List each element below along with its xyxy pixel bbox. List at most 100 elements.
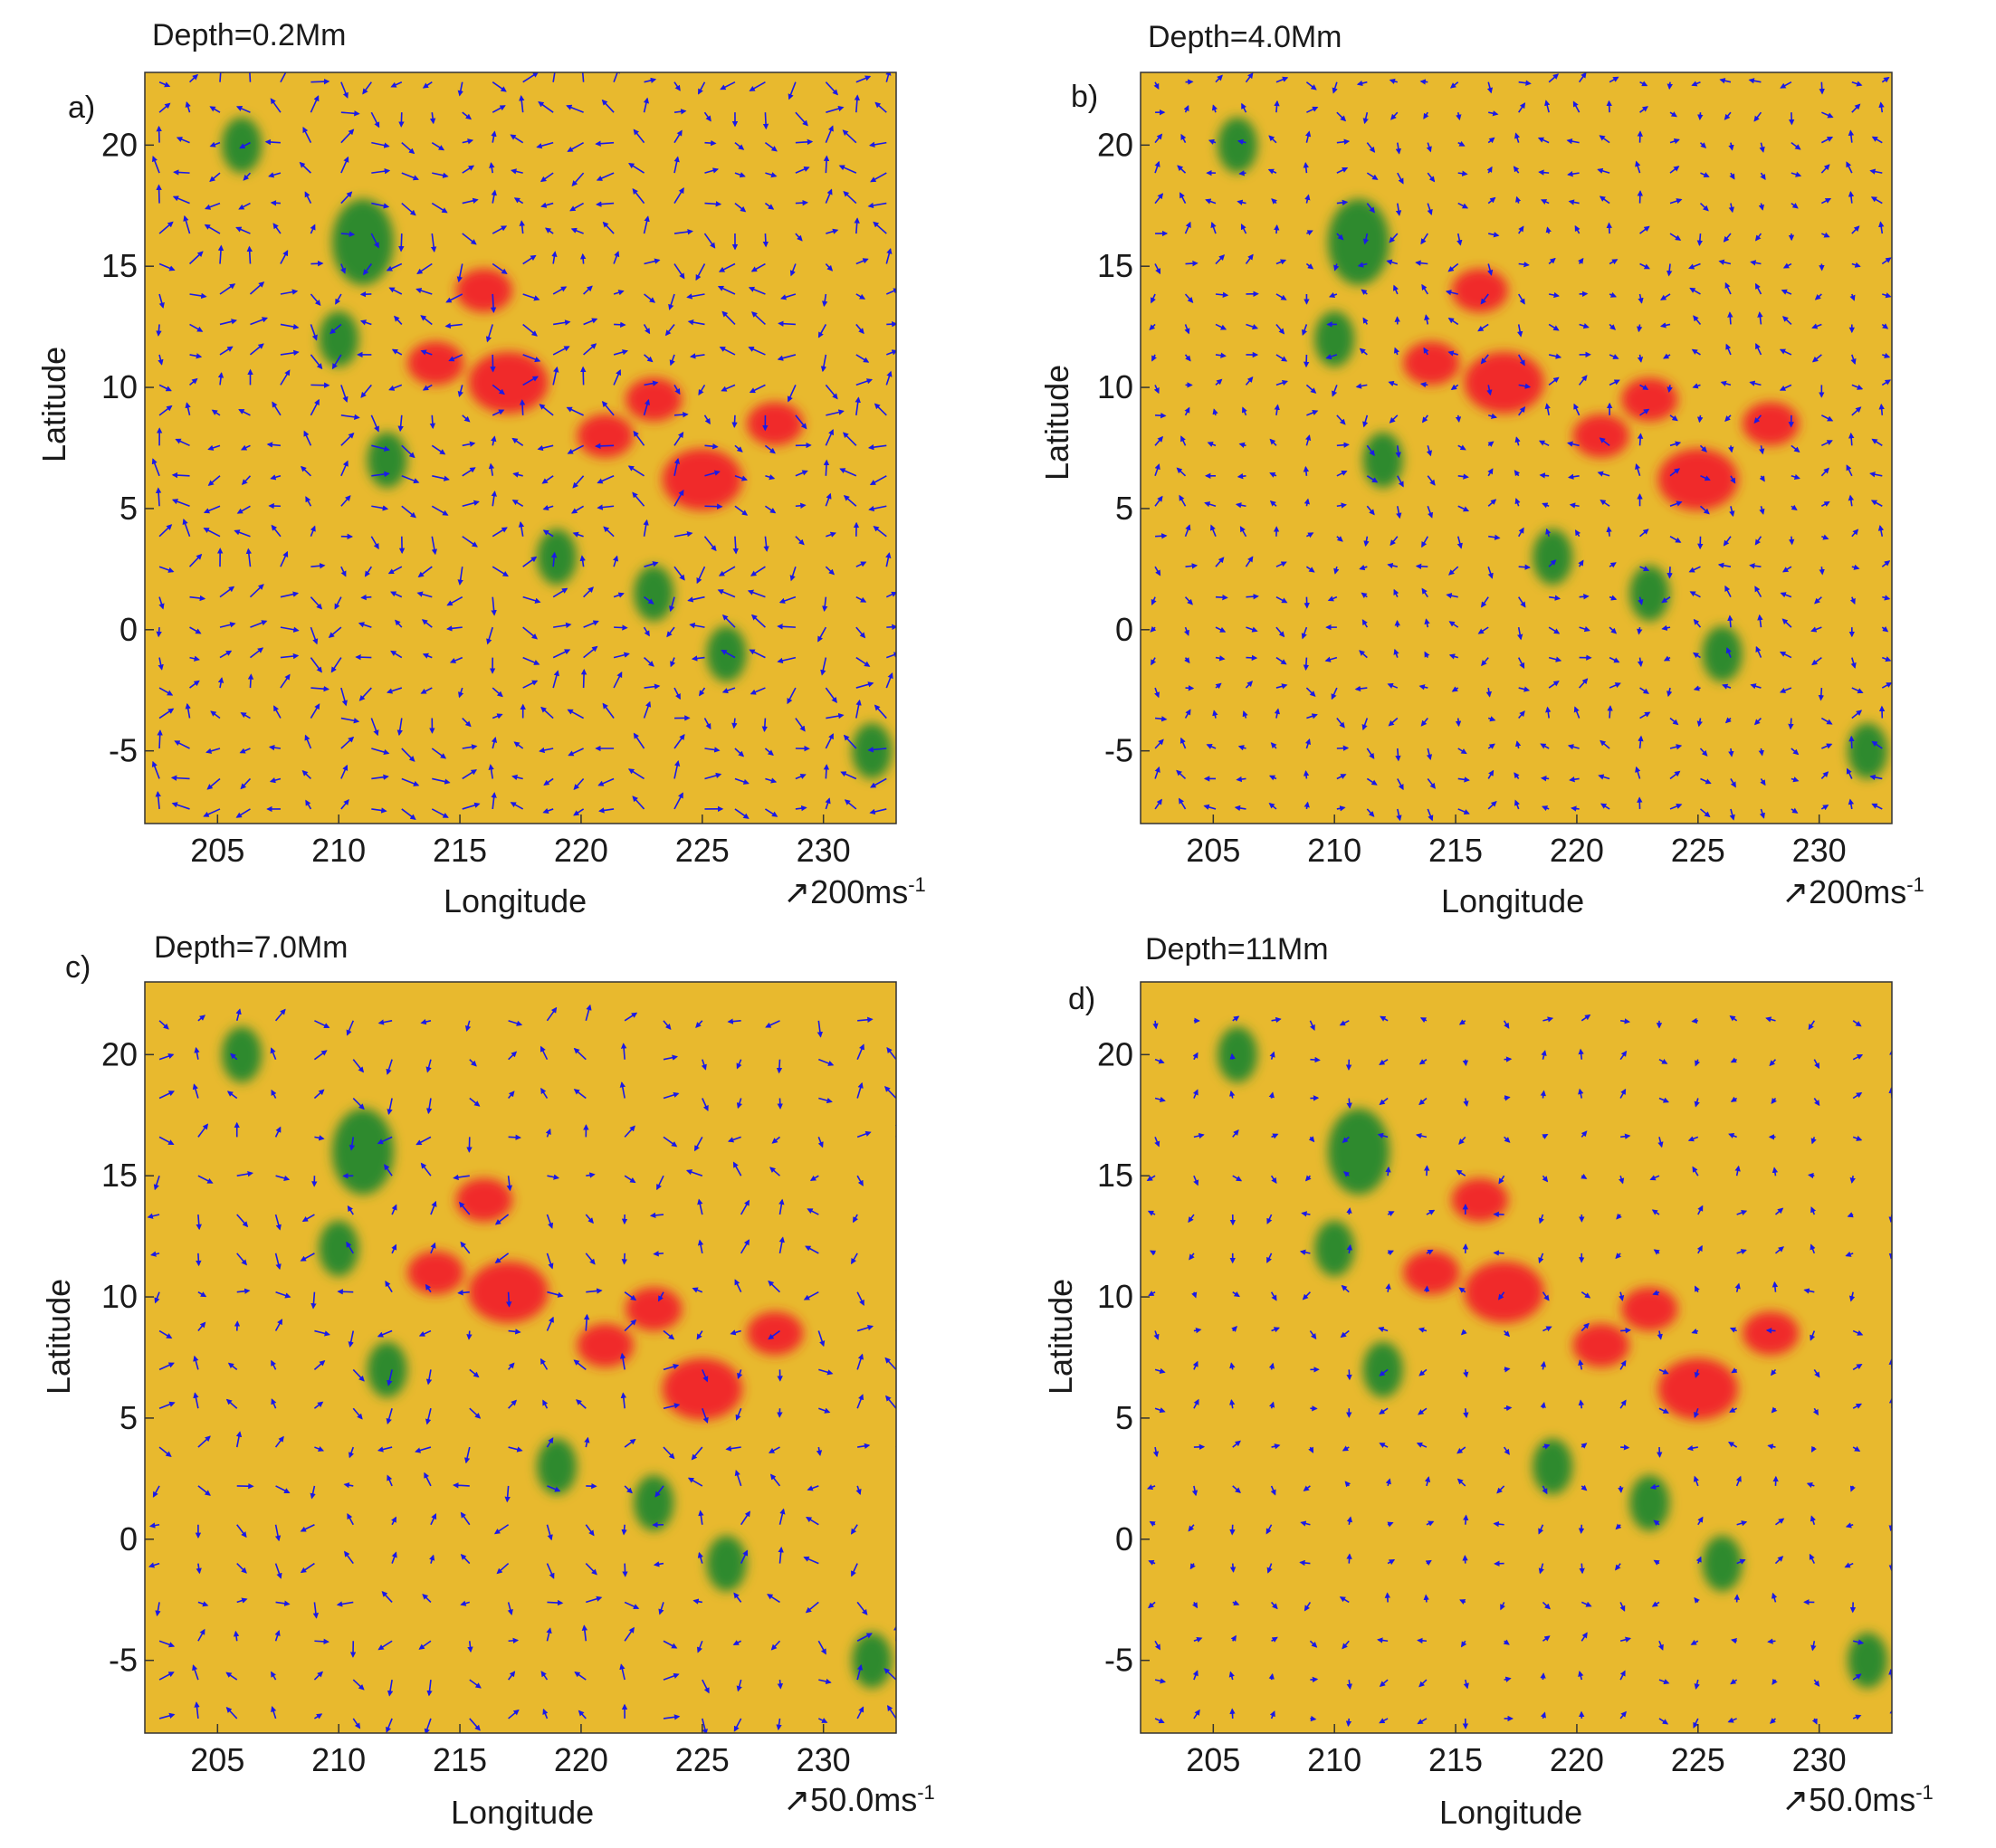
velocity-arrow — [895, 1215, 896, 1216]
positive-polarity-region — [626, 377, 683, 422]
velocity-arrow — [826, 712, 845, 719]
velocity-arrow — [1204, 501, 1217, 508]
velocity-arrow — [449, 656, 463, 663]
velocity-arrow — [895, 1485, 896, 1487]
velocity-arrow — [854, 217, 860, 234]
velocity-arrow — [1229, 1524, 1236, 1536]
velocity-arrow — [822, 596, 828, 613]
velocity-arrow — [204, 224, 221, 234]
velocity-arrow — [1539, 472, 1550, 479]
velocity-arrow — [302, 126, 312, 144]
velocity-arrow — [270, 200, 281, 206]
velocity-arrow — [572, 531, 584, 538]
velocity-arrow — [370, 718, 379, 737]
velocity-arrow — [542, 529, 554, 538]
x-tick-label: 215 — [1428, 832, 1483, 869]
velocity-arrow — [1310, 1056, 1321, 1063]
velocity-arrow — [280, 250, 289, 264]
velocity-arrow — [539, 404, 554, 416]
velocity-arrow — [156, 627, 162, 638]
velocity-arrow — [749, 649, 766, 659]
velocity-arrow — [488, 764, 494, 779]
velocity-arrow — [157, 729, 163, 749]
velocity-arrow — [795, 502, 807, 509]
velocity-arrow — [522, 556, 538, 567]
velocity-arrow — [601, 99, 615, 113]
velocity-arrow — [869, 808, 887, 815]
positive-polarity-region — [1742, 1311, 1800, 1356]
velocity-arrow — [266, 442, 282, 448]
velocity-arrow — [185, 100, 191, 113]
velocity-arrow — [1637, 433, 1644, 446]
velocity-arrow — [1152, 1020, 1159, 1030]
velocity-arrow — [1691, 1017, 1698, 1024]
velocity-arrow — [1185, 260, 1199, 267]
velocity-arrow — [401, 808, 416, 820]
velocity-arrow — [1891, 1176, 1892, 1177]
y-tick-label: 5 — [119, 490, 138, 527]
velocity-arrow — [621, 1253, 628, 1265]
positive-polarity-region — [455, 1177, 513, 1222]
velocity-arrow — [205, 748, 221, 754]
velocity-arrow — [795, 233, 803, 242]
velocity-arrow — [492, 687, 503, 698]
velocity-arrow — [839, 468, 857, 477]
velocity-arrow — [189, 626, 202, 634]
positive-polarity-region — [662, 1357, 743, 1420]
velocity-arrow — [1423, 1594, 1429, 1603]
velocity-arrow — [239, 141, 251, 149]
velocity-arrow — [840, 771, 857, 780]
velocity-arrow — [1211, 104, 1218, 113]
velocity-arrow — [1727, 614, 1733, 628]
velocity-arrow — [673, 412, 689, 418]
velocity-arrow — [301, 769, 311, 780]
velocity-arrow — [613, 349, 628, 356]
velocity-arrow — [867, 747, 887, 753]
velocity-arrow — [1346, 1553, 1352, 1564]
velocity-arrow — [571, 505, 585, 514]
velocity-arrow — [170, 775, 190, 781]
panel-c-title: Depth=7.0Mm — [154, 930, 349, 965]
velocity-arrow — [359, 319, 372, 326]
velocity-arrow — [597, 777, 615, 786]
velocity-arrow — [280, 673, 291, 689]
velocity-arrow — [340, 799, 349, 810]
velocity-arrow — [763, 536, 769, 552]
velocity-arrow — [444, 322, 463, 329]
velocity-arrow — [1154, 798, 1162, 810]
velocity-arrow — [1345, 1718, 1352, 1728]
velocity-arrow — [303, 430, 312, 446]
positive-polarity-region — [455, 268, 513, 312]
velocity-arrow — [1808, 1172, 1815, 1179]
velocity-arrow — [185, 702, 191, 719]
velocity-arrow — [513, 197, 524, 205]
y-tick-label: 20 — [1097, 126, 1133, 163]
velocity-arrow — [462, 802, 481, 810]
velocity-arrow — [540, 706, 554, 719]
negative-polarity-region — [706, 1535, 747, 1592]
y-tick-label: 10 — [101, 368, 138, 405]
positive-polarity-region — [407, 341, 464, 386]
y-tick-label: -5 — [1104, 732, 1133, 769]
velocity-arrow — [1540, 776, 1550, 782]
velocity-arrow — [704, 167, 720, 174]
velocity-arrow — [673, 156, 680, 174]
velocity-arrow — [855, 681, 874, 689]
velocity-arrow — [421, 619, 433, 628]
velocity-arrow — [673, 566, 685, 581]
velocity-arrow — [398, 112, 405, 128]
velocity-arrow — [511, 168, 523, 175]
velocity-arrow — [203, 505, 221, 514]
velocity-arrow — [239, 748, 251, 754]
y-tick-label: 15 — [1097, 1157, 1133, 1194]
velocity-arrow — [1346, 1369, 1352, 1381]
velocity-arrow — [748, 286, 766, 295]
velocity-arrow — [1303, 769, 1310, 779]
velocity-arrow — [567, 444, 584, 454]
velocity-arrow — [310, 563, 326, 569]
velocity-arrow — [422, 653, 433, 659]
velocity-arrow — [1183, 626, 1189, 636]
velocity-arrow — [749, 81, 766, 91]
velocity-arrow — [1151, 293, 1156, 304]
velocity-arrow — [1540, 1672, 1546, 1681]
